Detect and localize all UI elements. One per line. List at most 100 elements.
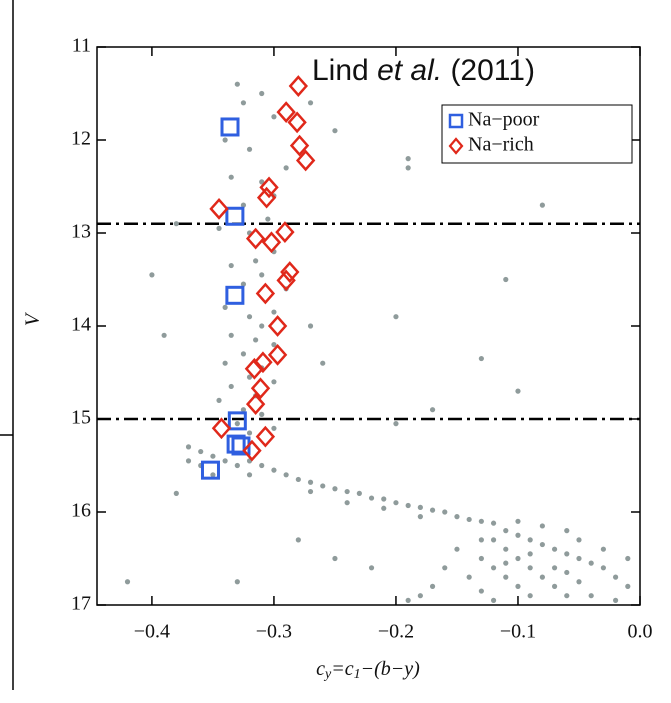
point [527,565,533,571]
legend-marker [448,137,464,155]
point [478,518,484,524]
na-rich-marker [245,227,266,250]
point [527,537,533,543]
point [490,597,497,603]
point [576,579,582,585]
na-rich-marker [261,231,282,254]
point [234,81,240,87]
point [253,258,259,264]
point [381,505,387,511]
point [490,537,497,543]
point [442,509,448,515]
x-label-part: −(b−y) [361,658,421,680]
point [332,555,338,562]
na-poor-marker [227,411,247,431]
annotation-part: Lind [312,54,377,87]
x-tick-label: 0.0 [628,621,653,643]
point [576,555,582,562]
na-rich-marker [289,134,310,157]
x-tick-label: −0.1 [500,621,536,643]
point [381,496,387,502]
point [271,114,277,120]
point [539,523,545,529]
y-tick-label: 14 [71,314,91,336]
point [393,314,399,320]
y-tick-label: 17 [71,593,91,615]
point [265,216,271,222]
na-rich-marker [211,417,232,440]
point [259,272,265,278]
point [173,221,179,227]
point [625,583,631,590]
point [466,516,472,523]
point [478,537,484,543]
point [551,546,558,552]
na-rich-marker [275,221,295,243]
na-rich-marker [276,101,296,123]
na-rich-marker [267,315,288,337]
point [344,488,350,495]
point [307,488,314,495]
point [173,490,179,496]
point [429,583,436,590]
point [307,479,314,485]
na-rich-marker [256,186,277,209]
point [478,588,484,594]
na-rich-marker [253,351,273,374]
na-rich-marker [242,439,262,462]
x-tick-label: −0.4 [134,621,170,643]
point [503,528,509,534]
na-rich-marker [255,425,276,448]
na-rich-marker [259,176,279,199]
point [271,342,277,348]
x-axis-label: cy=c1−(b−y) [316,658,420,683]
point [307,323,314,329]
point [320,483,326,489]
point [405,156,411,162]
point [417,504,423,510]
point [259,90,265,97]
na-poor-marker [225,206,245,226]
point [454,546,460,552]
point [246,430,253,436]
point [503,574,509,580]
na-rich-marker [288,75,309,97]
na-rich-marker [295,149,316,172]
point [295,537,301,543]
annotation-part: (2011) [442,54,535,87]
point [271,467,277,473]
na-rich-marker [280,261,300,283]
point [271,309,277,315]
point [503,560,509,566]
point [240,202,247,208]
point [124,579,131,585]
point [600,565,606,571]
legend-label: Na−rich [468,134,534,156]
point [198,448,204,455]
point [503,276,509,283]
point [307,100,314,106]
point [246,146,253,152]
point [442,565,448,571]
legend-marker [448,113,464,129]
point [564,593,570,599]
point [368,565,375,571]
point [417,514,423,520]
point [234,421,240,427]
point [246,314,253,320]
point [490,520,497,526]
point [240,100,247,106]
point [356,490,362,496]
point [185,458,192,464]
point [551,583,558,590]
point [240,281,247,287]
point [405,502,411,509]
point [185,444,192,450]
point [564,569,570,576]
point [588,560,594,566]
point [222,458,228,464]
na-rich-marker [250,377,271,400]
point [478,555,484,562]
point [240,407,247,413]
